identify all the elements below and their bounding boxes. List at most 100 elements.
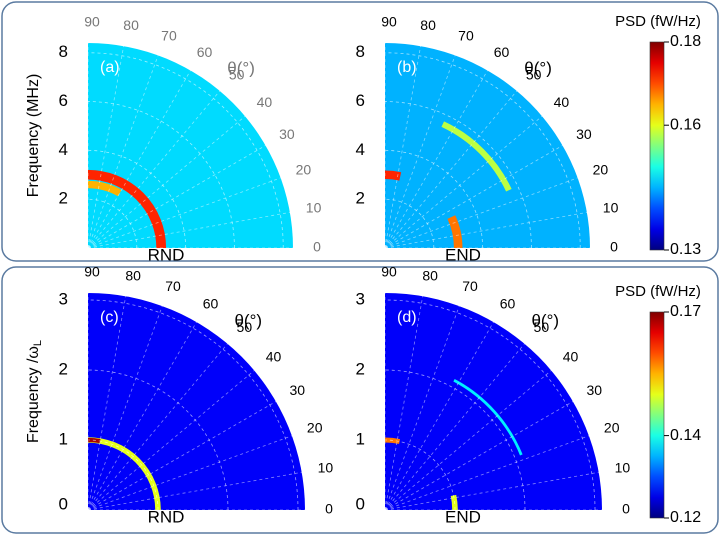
colorbar-title: PSD (fW/Hz) <box>615 283 701 300</box>
grid-spoke <box>384 55 456 249</box>
theta-tick-label: 80 <box>123 17 139 33</box>
panel-label: (d) <box>397 309 417 326</box>
theta-tick-label: 0 <box>313 239 321 255</box>
panel-label: (c) <box>100 309 119 326</box>
theta-tick-label: 40 <box>257 94 273 110</box>
grid-spoke <box>384 401 574 511</box>
ring-feature <box>453 378 523 456</box>
grid-arc <box>87 52 284 249</box>
theta-tick-label: 20 <box>593 162 609 178</box>
theta-tick-label: 10 <box>615 460 631 476</box>
r-tick-label: 6 <box>356 91 365 110</box>
heatmap-fill <box>385 43 590 248</box>
grid-spoke <box>384 90 518 249</box>
grid-spoke <box>87 55 159 249</box>
theta-axis-label: θ(°) <box>234 311 262 330</box>
grid-spoke <box>87 145 266 249</box>
theta-tick-label: 90 <box>381 264 397 280</box>
r-tick-label: 2 <box>356 359 365 378</box>
grid-spoke <box>384 177 578 249</box>
panel-frame <box>1 1 719 262</box>
grid-spoke <box>87 305 163 511</box>
grid-spoke <box>87 115 246 249</box>
theta-tick-label: 60 <box>500 295 516 311</box>
grid-arc <box>87 198 138 249</box>
ring-feature <box>87 169 167 249</box>
theta-tick-label: 60 <box>203 295 219 311</box>
grid-arc <box>384 52 581 249</box>
theta-axis-label: θ(°) <box>531 311 559 330</box>
theta-tick-label: 20 <box>296 162 312 178</box>
theta-tick-label: 90 <box>84 14 100 30</box>
theta-tick-label: 40 <box>266 348 282 364</box>
x-axis-label: RND <box>148 245 185 264</box>
grid-spoke <box>384 296 424 511</box>
grid-arc <box>384 198 435 249</box>
theta-tick-label: 10 <box>306 200 322 216</box>
grid-spoke <box>87 401 277 511</box>
panel-frame <box>1 266 719 534</box>
y-axis-label-main: Frequency /ω <box>25 346 42 443</box>
grid-spoke <box>384 145 563 249</box>
y-axis-label: Frequency (MHz) <box>25 74 42 198</box>
r-tick-label: 0 <box>356 494 365 513</box>
panel-label: (a) <box>100 59 120 76</box>
grid-arc <box>87 299 299 511</box>
r-tick-label: 1 <box>356 429 365 448</box>
theta-tick-label: 70 <box>462 278 478 294</box>
heatmap-fill <box>385 293 602 510</box>
grid-spoke <box>384 343 525 511</box>
r-tick-label: 4 <box>356 140 365 159</box>
colorbar <box>649 41 665 251</box>
theta-axis-label: θ(°) <box>227 59 255 78</box>
grid-arc <box>87 369 229 511</box>
grid-spoke <box>384 46 421 249</box>
y-axis-label-main: Frequency (MHz) <box>25 74 42 198</box>
theta-tick-label: 20 <box>307 420 323 436</box>
theta-tick-label: 80 <box>422 267 438 283</box>
theta-tick-label: 40 <box>554 94 570 110</box>
grid-spoke <box>87 343 228 511</box>
theta-tick-label: 10 <box>318 460 334 476</box>
theta-tick-label: 50 <box>229 66 245 82</box>
x-axis-label: END <box>445 507 481 526</box>
colorbar-tick-label: 0.12 <box>670 509 701 526</box>
grid-spoke <box>87 370 255 511</box>
theta-tick-label: 30 <box>586 382 602 398</box>
grid-spoke <box>87 321 197 511</box>
panel-label: (b) <box>397 59 417 76</box>
theta-tick-label: 40 <box>563 348 579 364</box>
ring-feature <box>87 180 122 197</box>
theta-tick-label: 70 <box>458 27 474 43</box>
x-axis-label: END <box>445 245 481 264</box>
colorbar-tick-label: 0.14 <box>670 427 701 444</box>
grid-spoke <box>384 115 543 249</box>
r-tick-label: 0 <box>59 494 68 513</box>
x-axis-label: RND <box>148 507 185 526</box>
theta-tick-label: 30 <box>289 382 305 398</box>
grid-spoke <box>87 90 221 249</box>
theta-tick-label: 0 <box>325 501 333 517</box>
heatmap-fill <box>88 293 305 510</box>
grid-spoke <box>384 370 552 511</box>
theta-tick-label: 60 <box>494 44 510 60</box>
colorbar <box>649 311 665 519</box>
theta-tick-label: 70 <box>165 278 181 294</box>
theta-tick-label: 50 <box>237 319 253 335</box>
r-tick-label: 8 <box>356 42 365 61</box>
grid-spoke <box>384 212 587 249</box>
theta-tick-label: 70 <box>161 27 177 43</box>
grid-arc <box>87 439 159 511</box>
colorbar-tick-label: 0.18 <box>670 33 701 50</box>
colorbar-tick-label: 0.13 <box>670 241 701 258</box>
ring-feature <box>441 121 512 192</box>
theta-tick-label: 50 <box>526 66 542 82</box>
y-axis-label: Frequency /ωL <box>25 340 44 443</box>
r-tick-label: 2 <box>356 189 365 208</box>
grid-arc <box>384 369 526 511</box>
theta-tick-label: 90 <box>381 14 397 30</box>
colorbar-tick-label: 0.17 <box>670 303 701 320</box>
theta-tick-label: 90 <box>84 264 100 280</box>
theta-tick-label: 10 <box>603 200 619 216</box>
grid-arc <box>87 101 235 249</box>
